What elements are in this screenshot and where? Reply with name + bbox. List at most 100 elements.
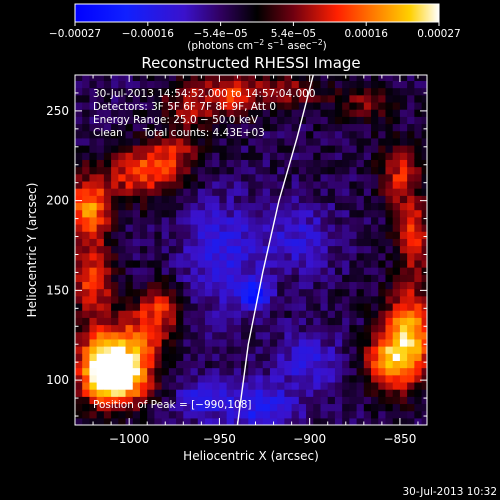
heatmap-cell	[161, 310, 170, 318]
heatmap-cell	[176, 417, 184, 425]
heatmap-cell	[255, 324, 264, 333]
heatmap-cell	[385, 360, 394, 369]
heatmap-cell	[89, 87, 98, 96]
heatmap-cell	[284, 381, 293, 390]
heatmap-cell	[421, 195, 427, 204]
heatmap-cell	[414, 381, 423, 390]
annotation-peak-position: Position of Peak = [−990,108]	[93, 399, 252, 411]
heatmap-cell	[342, 324, 350, 333]
heatmap-cell	[125, 216, 134, 225]
heatmap-cell	[226, 130, 235, 139]
heatmap-cell	[183, 417, 192, 425]
heatmap-cell	[226, 338, 235, 347]
heatmap-cell	[190, 123, 199, 132]
heatmap-cell	[399, 80, 408, 89]
heatmap-cell	[320, 87, 329, 96]
heatmap-cell	[399, 216, 408, 225]
heatmap-cell	[204, 188, 213, 196]
heatmap-cell	[111, 166, 119, 175]
heatmap-cell	[125, 94, 134, 103]
heatmap-cell	[255, 209, 264, 218]
heatmap-cell	[392, 252, 401, 261]
heatmap-cell	[327, 123, 336, 132]
heatmap-cell	[168, 75, 177, 81]
heatmap-cell	[96, 94, 105, 103]
heatmap-cell	[255, 188, 264, 196]
heatmap-cell	[414, 195, 423, 204]
heatmap-cell	[313, 195, 322, 204]
heatmap-cell	[183, 338, 192, 347]
heatmap-cell	[356, 209, 365, 218]
heatmap-cell	[168, 180, 177, 189]
heatmap-cell	[334, 145, 343, 153]
heatmap-cell	[392, 238, 401, 247]
heatmap-cell	[414, 223, 423, 232]
heatmap-cell	[132, 274, 141, 283]
heatmap-cell	[371, 94, 379, 103]
heatmap-cell	[118, 180, 127, 189]
heatmap-cell	[82, 216, 91, 225]
heatmap-cell	[82, 180, 91, 189]
heatmap-cell	[168, 338, 177, 347]
heatmap-cell	[154, 238, 163, 247]
heatmap-cell	[262, 417, 271, 425]
heatmap-cell	[313, 302, 322, 311]
heatmap-cell	[118, 116, 127, 125]
heatmap-cell	[139, 75, 148, 81]
heatmap-cell	[111, 353, 119, 361]
heatmap-cell	[262, 346, 271, 354]
heatmap-cell	[385, 173, 394, 182]
heatmap-cell	[161, 137, 170, 146]
heatmap-cell	[291, 238, 300, 247]
heatmap-cell	[125, 274, 134, 283]
heatmap-cell	[414, 389, 423, 397]
heatmap-cell	[197, 259, 206, 268]
heatmap-cell	[161, 109, 170, 117]
heatmap-cell	[349, 410, 358, 419]
heatmap-cell	[378, 173, 387, 182]
heatmap-cell	[269, 353, 278, 361]
heatmap-cell	[89, 202, 98, 211]
heatmap-cell	[161, 360, 170, 369]
heatmap-cell	[204, 259, 213, 268]
heatmap-cell	[75, 238, 83, 247]
heatmap-cell	[399, 389, 408, 397]
heatmap-cell	[176, 396, 184, 405]
heatmap-cell	[407, 145, 415, 153]
heatmap-cell	[226, 353, 235, 361]
heatmap-cell	[349, 324, 358, 333]
heatmap-cell	[342, 152, 350, 160]
heatmap-cell	[371, 403, 379, 412]
heatmap-cell	[147, 245, 156, 254]
heatmap-cell	[132, 180, 141, 189]
heatmap-cell	[399, 252, 408, 261]
y-tick-label: 200	[46, 194, 69, 208]
heatmap-cell	[132, 166, 141, 175]
heatmap-cell	[356, 331, 365, 340]
heatmap-cell	[82, 80, 91, 89]
heatmap-cell	[233, 324, 242, 333]
heatmap-cell	[147, 281, 156, 290]
heatmap-cell	[392, 367, 401, 376]
heatmap-cell	[139, 302, 148, 311]
heatmap-cell	[154, 166, 163, 175]
heatmap-cell	[176, 267, 184, 275]
heatmap-cell	[291, 396, 300, 405]
heatmap-cell	[284, 188, 293, 196]
heatmap-cell	[161, 396, 170, 405]
heatmap-cell	[89, 116, 98, 125]
heatmap-cell	[269, 331, 278, 340]
heatmap-cell	[96, 173, 105, 182]
heatmap-cell	[168, 159, 177, 168]
heatmap-cell	[298, 116, 307, 125]
heatmap-cell	[212, 94, 221, 103]
heatmap-cell	[407, 360, 415, 369]
heatmap-cell	[226, 274, 235, 283]
heatmap-cell	[363, 130, 372, 139]
heatmap-cell	[277, 180, 285, 189]
heatmap-cell	[183, 252, 192, 261]
heatmap-cell	[385, 238, 394, 247]
heatmap-cell	[96, 130, 105, 139]
heatmap-cell	[226, 137, 235, 146]
